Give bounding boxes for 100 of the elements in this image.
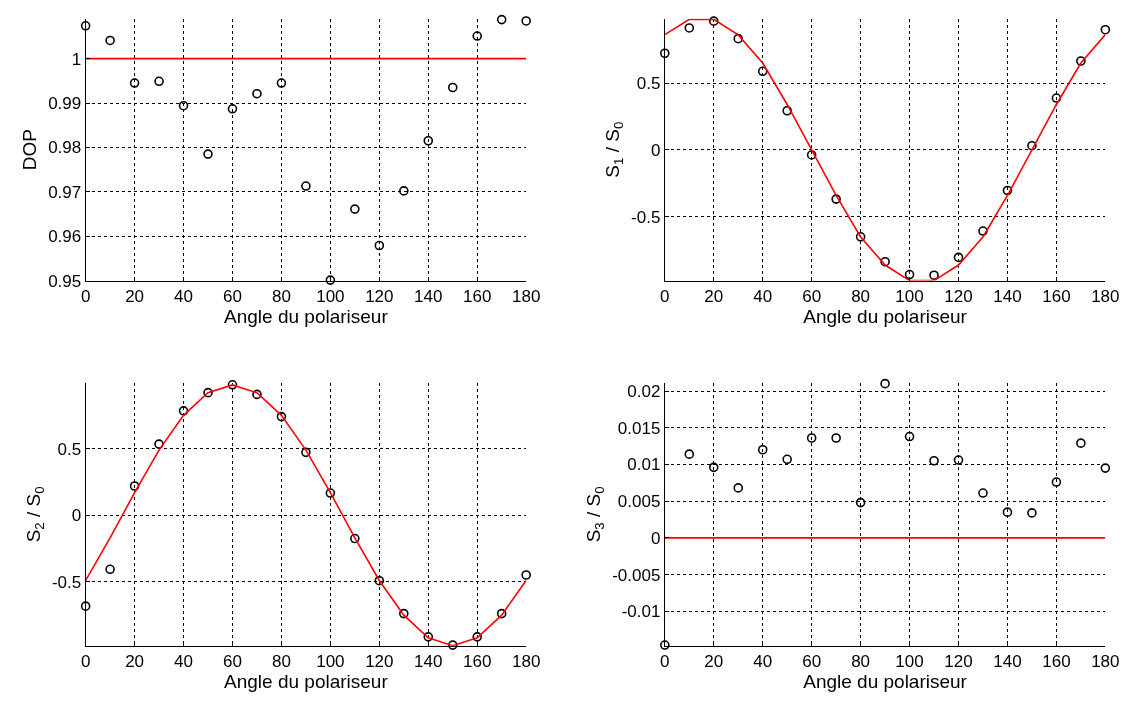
point	[350, 204, 360, 214]
point	[203, 149, 213, 159]
point	[129, 481, 140, 491]
x-tick-label: 100	[895, 652, 924, 672]
y-tick-label: -0.01	[621, 602, 661, 622]
point	[154, 439, 164, 449]
x-tick-label: 120	[365, 286, 394, 306]
point	[350, 533, 360, 544]
x-tick-label: 180	[511, 286, 541, 306]
point	[178, 406, 189, 416]
point	[178, 100, 189, 111]
point	[105, 35, 115, 46]
point	[880, 378, 890, 389]
y-tick-label: 0.01	[627, 455, 661, 475]
point	[708, 16, 719, 26]
y-tick-label: 0	[650, 140, 661, 160]
point	[660, 48, 670, 59]
point	[1051, 477, 1062, 487]
point	[472, 31, 483, 41]
point	[708, 462, 719, 473]
x-tick-label: 40	[753, 652, 773, 672]
point	[757, 66, 768, 77]
x-tick-label: 140	[993, 286, 1022, 306]
x-tick-label: 60	[802, 286, 822, 306]
y-axis-title: DOP	[18, 129, 40, 171]
point	[684, 23, 695, 33]
x-tick-label: 160	[1042, 286, 1071, 306]
point	[1027, 508, 1037, 518]
x-axis-title: Angle du polariseur	[224, 671, 389, 693]
x-tick-label: 60	[223, 286, 242, 306]
x-tick-label: 160	[463, 652, 492, 672]
point	[904, 269, 915, 280]
x-tick-label: 40	[174, 286, 193, 306]
point	[880, 256, 890, 267]
point	[521, 16, 531, 26]
point	[301, 447, 311, 458]
x-tick-label: 80	[851, 286, 871, 306]
point	[203, 387, 213, 398]
y-tick-label: 0.5	[636, 74, 661, 94]
point	[496, 608, 507, 619]
point	[1002, 185, 1013, 196]
point	[1076, 438, 1086, 448]
point	[399, 608, 409, 619]
x-tick-label: 40	[174, 652, 193, 672]
point	[831, 433, 841, 443]
point	[855, 497, 866, 508]
x-tick-label: 120	[944, 286, 973, 306]
x-tick-label: 100	[316, 652, 345, 672]
point	[447, 82, 458, 93]
point	[929, 270, 939, 281]
x-tick-label: 100	[316, 286, 345, 306]
point	[105, 564, 115, 575]
x-tick-label: 180	[1091, 286, 1120, 306]
x-tick-label: 80	[851, 652, 871, 672]
x-tick-label: 40	[753, 286, 773, 306]
x-tick-label: 180	[1091, 652, 1120, 672]
point	[684, 449, 695, 459]
point	[929, 455, 939, 466]
point	[227, 380, 238, 390]
x-tick-label: 140	[414, 652, 443, 672]
x-tick-label: 80	[271, 286, 291, 306]
x-tick-label: 140	[993, 652, 1022, 672]
point	[1051, 93, 1062, 103]
point	[154, 76, 164, 87]
point	[757, 444, 768, 455]
x-axis-title: Angle du polariseur	[803, 671, 968, 693]
point	[374, 240, 385, 251]
y-tick-label: -0.005	[612, 565, 661, 585]
point	[1076, 56, 1086, 66]
point	[129, 78, 140, 88]
point	[806, 433, 817, 443]
y-tick-label: 0	[71, 506, 82, 526]
x-tick-label: 80	[271, 652, 291, 672]
x-tick-label: 20	[125, 652, 145, 672]
point	[227, 104, 238, 114]
point	[660, 640, 670, 650]
x-tick-label: 100	[895, 286, 924, 306]
y-tick-label: 0.015	[617, 418, 661, 438]
point	[423, 135, 434, 146]
x-tick-label: 20	[704, 286, 724, 306]
point	[782, 105, 792, 116]
point	[782, 454, 792, 465]
point	[953, 252, 964, 263]
y-tick-label: 0	[650, 528, 661, 548]
point	[80, 601, 91, 611]
point	[276, 411, 287, 422]
point	[806, 150, 817, 160]
point	[399, 186, 409, 196]
y-tick-label: -0.5	[631, 207, 661, 227]
point	[733, 33, 744, 44]
y-tick-label: 0.02	[627, 381, 661, 401]
x-tick-label: 160	[1042, 652, 1071, 672]
x-axis-title: Angle du polariseur	[224, 305, 389, 327]
point	[855, 232, 866, 242]
point	[733, 483, 744, 493]
point	[1100, 24, 1111, 35]
point	[252, 88, 262, 99]
point	[831, 194, 841, 204]
y-tick-label: 0.97	[48, 182, 82, 202]
y-tick-label: 0.99	[48, 93, 82, 113]
